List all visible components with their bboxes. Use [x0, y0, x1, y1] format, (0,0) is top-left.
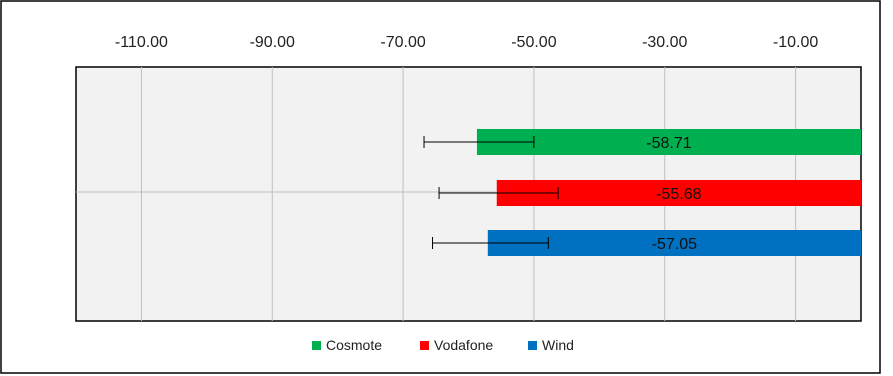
legend-label-wind: Wind [542, 337, 574, 353]
legend-label-cosmote: Cosmote [326, 337, 382, 353]
legend-label-vodafone: Vodafone [434, 337, 493, 353]
x-axis-ticks: -110.00 -90.00 -70.00 -50.00 -30.00 -10.00 [115, 34, 818, 51]
legend-swatch-wind [528, 341, 537, 350]
x-tick-label: -50.00 [511, 34, 556, 51]
error-bars [423, 136, 559, 249]
x-tick-label: -30.00 [642, 34, 687, 51]
bar-wind [487, 230, 861, 256]
legend: Cosmote Vodafone Wind [312, 337, 574, 353]
x-tick-label: -90.00 [250, 34, 295, 51]
data-label-wind: -57.05 [652, 236, 697, 253]
legend-swatch-vodafone [420, 341, 429, 350]
x-tick-label: -110.00 [115, 34, 168, 51]
data-label-cosmote: -58.71 [646, 135, 691, 152]
x-tick-label: -70.00 [380, 34, 425, 51]
data-label-vodafone: -55.68 [656, 186, 701, 203]
bar-cosmote [476, 129, 861, 155]
x-tick-label: -10.00 [773, 34, 818, 51]
data-labels: -58.71 -55.68 -57.05 [646, 135, 701, 253]
legend-swatch-cosmote [312, 341, 321, 350]
bars [476, 129, 861, 256]
